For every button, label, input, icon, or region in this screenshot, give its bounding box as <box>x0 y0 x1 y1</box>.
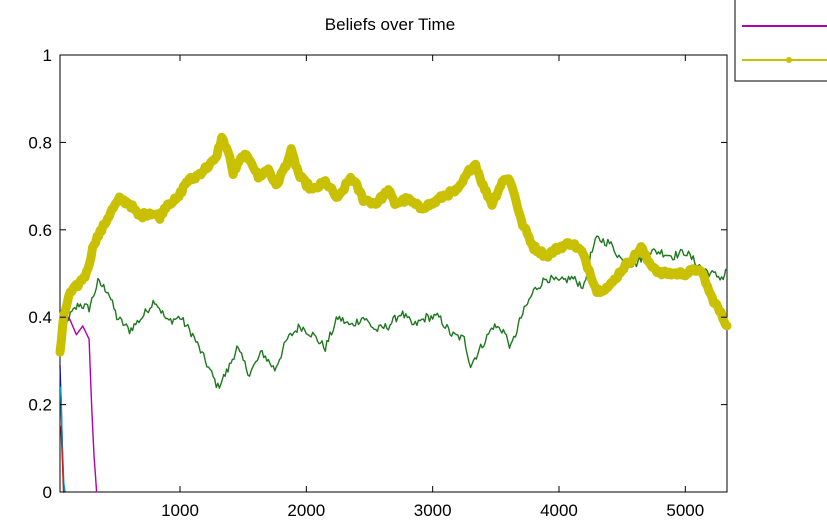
y-tick-label: 0.8 <box>28 133 52 152</box>
x-tick-label: 2000 <box>287 501 325 520</box>
chart-title: Beliefs over Time <box>325 15 455 34</box>
series-layer <box>55 132 732 493</box>
plot-area: 1000 2000 3000 4000 5000 0 0.2 0.4 0.6 0.8 1 <box>28 46 732 520</box>
y-tick-label: 0.4 <box>28 308 52 327</box>
series-line <box>55 132 732 357</box>
x-tick-label: 5000 <box>666 501 704 520</box>
x-tick-label: 1000 <box>161 501 199 520</box>
series-4 <box>59 235 728 389</box>
axis-layer: 1000 2000 3000 4000 5000 0 0.2 0.4 0.6 0.8 1 <box>28 46 727 520</box>
x-tick-label: 4000 <box>540 501 578 520</box>
legend-entry-1 <box>742 57 827 63</box>
legend-marker <box>786 57 792 63</box>
series-line <box>59 235 728 389</box>
legend-entries <box>742 25 827 63</box>
series-5 <box>55 132 732 357</box>
x-tick-label: 3000 <box>414 501 452 520</box>
plot-frame <box>59 54 728 493</box>
y-tick-label: 1 <box>43 46 52 65</box>
y-tick-label: 0.2 <box>28 396 52 415</box>
legend <box>734 0 827 82</box>
legend-box <box>734 0 827 82</box>
series-2 <box>60 425 65 493</box>
series-line <box>60 425 65 493</box>
y-tick-label: 0 <box>43 483 52 502</box>
y-tick-label: 0.6 <box>28 221 52 240</box>
